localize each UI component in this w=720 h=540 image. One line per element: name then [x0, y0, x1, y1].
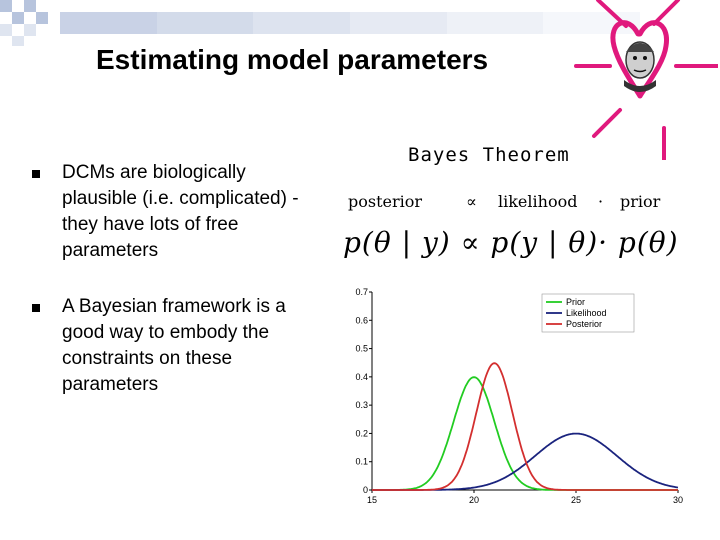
bullet-item: A Bayesian framework is a good way to em… — [30, 294, 320, 398]
bullet-square-icon — [32, 304, 40, 312]
legend-label: Likelihood — [566, 308, 607, 318]
bayes-heading: Bayes Theorem — [408, 144, 570, 166]
y-tick-label: 0.1 — [355, 457, 368, 467]
y-tick-label: 0.6 — [355, 315, 368, 325]
bullet-list: DCMs are biologically plausible (i.e. co… — [30, 160, 320, 428]
distribution-chart: 0 0.1 0.2 0.3 0.4 0.5 0.6 0.7 15 20 25 30 PriorLikel… — [355, 287, 683, 504]
bullet-text: A Bayesian framework is a good way to em… — [62, 296, 286, 395]
proportional-symbol: ∝ — [466, 192, 477, 211]
bullet-square-icon — [32, 170, 40, 178]
x-tick-label: 15 — [367, 495, 377, 504]
decorative-checker — [0, 0, 48, 46]
x-tick-label: 20 — [469, 495, 479, 504]
y-tick-label: 0.3 — [355, 400, 368, 410]
x-tick-label: 30 — [673, 495, 683, 504]
series-line-prior — [372, 376, 678, 491]
y-tick-label: 0.5 — [355, 344, 368, 354]
bullet-text: DCMs are biologically plausible (i.e. co… — [62, 162, 299, 261]
slide-title: Estimating model parameters — [96, 44, 489, 75]
y-tick-label: 0.4 — [355, 372, 368, 382]
series-line-posterior — [372, 362, 678, 491]
decorative-gradient-bar — [60, 12, 641, 34]
y-tick-label: 0 — [363, 485, 368, 495]
bayes-formula: p(θ | y) ∝ p(y | θ)· p(θ) — [343, 226, 679, 259]
portrait-icon — [624, 41, 656, 92]
y-tick-label: 0.2 — [355, 428, 368, 438]
bayes-word-equation: posterior ∝ likelihood · prior — [348, 192, 668, 214]
x-tick-label: 25 — [571, 495, 581, 504]
bullet-item: DCMs are biologically plausible (i.e. co… — [30, 160, 320, 264]
dot-symbol: · — [598, 192, 604, 211]
prior-label: prior — [620, 192, 661, 211]
y-tick-label: 0.7 — [355, 287, 368, 297]
heart-portrait-icon — [574, 0, 718, 160]
legend-label: Prior — [566, 297, 585, 307]
legend-label: Posterior — [566, 319, 602, 329]
likelihood-label: likelihood — [498, 192, 578, 211]
posterior-label: posterior — [348, 192, 423, 211]
